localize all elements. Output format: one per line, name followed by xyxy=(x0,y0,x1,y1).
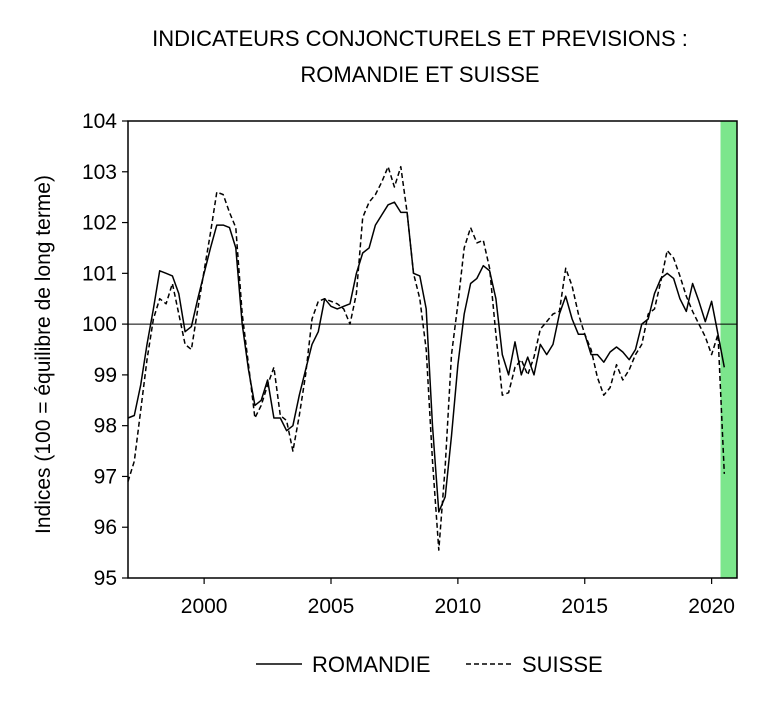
y-tick-label: 102 xyxy=(82,212,117,235)
series-line-suisse xyxy=(127,165,726,551)
series-line-romandie xyxy=(127,201,726,513)
x-tick-label: 2000 xyxy=(181,595,228,618)
x-tick-label: 2010 xyxy=(435,595,482,618)
y-tick-label: 95 xyxy=(94,567,117,590)
chart-title: INDICATEURS CONJONCTURELS ET PREVISIONS … xyxy=(152,26,688,51)
forecast-band xyxy=(720,121,737,578)
y-tick-label: 97 xyxy=(94,465,117,488)
y-tick-label: 104 xyxy=(82,110,117,133)
y-tick-label: 101 xyxy=(82,262,117,285)
legend: ROMANDIE SUISSE xyxy=(256,652,603,677)
x-tick-label: 2005 xyxy=(308,595,355,618)
legend-label-romandie: ROMANDIE xyxy=(312,652,431,677)
legend-label-suisse: SUISSE xyxy=(522,652,603,677)
y-tick-label: 103 xyxy=(82,161,117,184)
x-tick-label: 2020 xyxy=(688,595,735,618)
plot-area-border xyxy=(127,120,738,579)
y-tick-label: 96 xyxy=(94,516,117,539)
x-tick-label: 2015 xyxy=(561,595,608,618)
y-axis-label: Indices (100 = équilibre de long terme) xyxy=(32,175,55,534)
chart-subtitle: ROMANDIE ET SUISSE xyxy=(300,62,540,87)
y-tick-label: 99 xyxy=(94,364,117,387)
y-tick-label: 100 xyxy=(82,313,117,336)
y-tick-label: 98 xyxy=(94,415,117,438)
